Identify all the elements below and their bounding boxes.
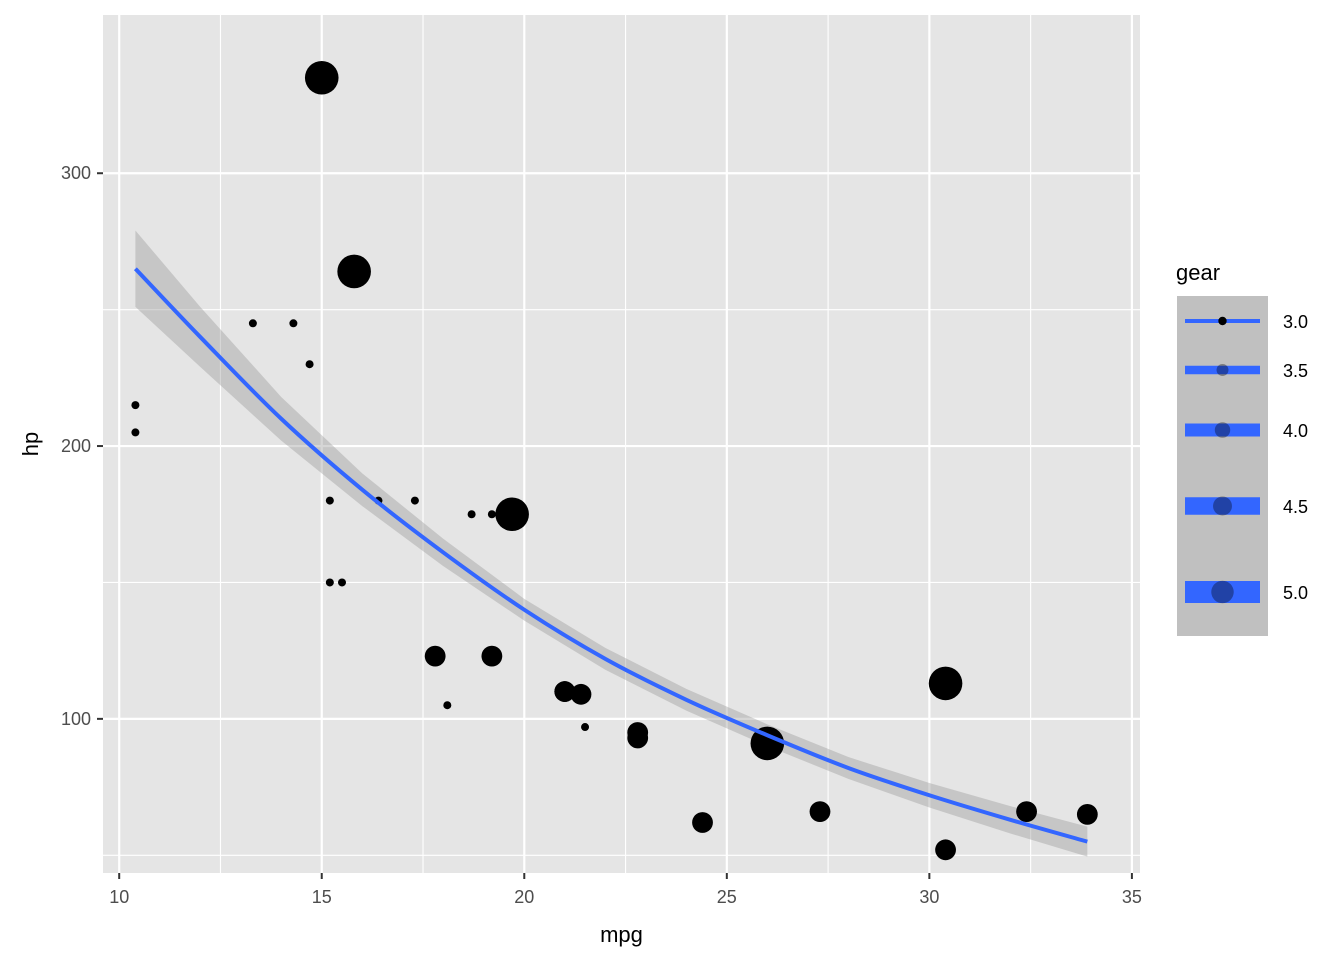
x-tick-label: 15 [312,887,332,907]
legend-keys: 3.0 3.5 4.0 4.5 5.0 [1185,312,1308,604]
data-point [248,319,257,328]
data-point [337,578,346,587]
data-point [325,578,334,587]
data-point [581,723,590,732]
data-point [410,496,419,505]
data-point [467,510,476,519]
legend-key-point [1213,496,1232,516]
legend-item-label: 3.5 [1283,361,1308,381]
data-point [495,497,529,532]
data-point [750,726,785,761]
legend-item-label: 4.0 [1283,421,1308,441]
grid-minor [103,15,1140,873]
legend-key-background [1177,296,1268,636]
data-point [304,60,339,95]
plot-panel [103,15,1140,873]
data-point [1016,801,1037,823]
data-point [424,645,446,667]
data-point [627,722,649,743]
smooth-fit-line [133,267,1088,844]
y-axis-title: hp [18,432,43,456]
legend-key-point [1218,316,1227,326]
smooth-line-layer [133,267,1088,844]
data-point [928,666,963,701]
legend-item-label: 5.0 [1283,583,1308,603]
data-point [481,645,503,667]
data-point [131,428,140,437]
legend-title: gear [1176,260,1220,285]
y-axis: 100 200 300 [61,163,103,729]
legend-item-label: 3.0 [1283,312,1308,332]
data-point [443,701,452,710]
legend-key-point [1216,364,1229,376]
y-tick-label: 100 [61,709,91,729]
data-point [305,360,314,369]
grid-major [103,15,1140,873]
data-point [487,510,496,519]
points-layer [131,60,1098,861]
data-point [131,401,140,410]
y-tick-label: 300 [61,163,91,183]
data-point [1076,803,1098,825]
y-tick-label: 200 [61,436,91,456]
data-point [570,683,592,705]
data-point [692,812,713,833]
legend: gear 3.0 3.5 4.0 4.5 5.0 [1176,260,1308,636]
x-tick-label: 30 [919,887,939,907]
x-tick-label: 10 [109,887,129,907]
legend-key-point [1214,422,1231,438]
data-point [325,496,334,505]
data-point [337,254,371,289]
data-point [935,839,956,861]
legend-item-label: 4.5 [1283,497,1308,517]
data-point [554,681,576,702]
x-axis: 10 15 20 25 30 35 [109,873,1142,907]
x-tick-label: 25 [717,887,737,907]
x-axis-title: mpg [600,922,643,947]
legend-key-point [1211,580,1234,604]
x-tick-label: 20 [514,887,534,907]
data-point [289,319,298,328]
x-tick-label: 35 [1122,887,1142,907]
data-point [809,801,831,823]
